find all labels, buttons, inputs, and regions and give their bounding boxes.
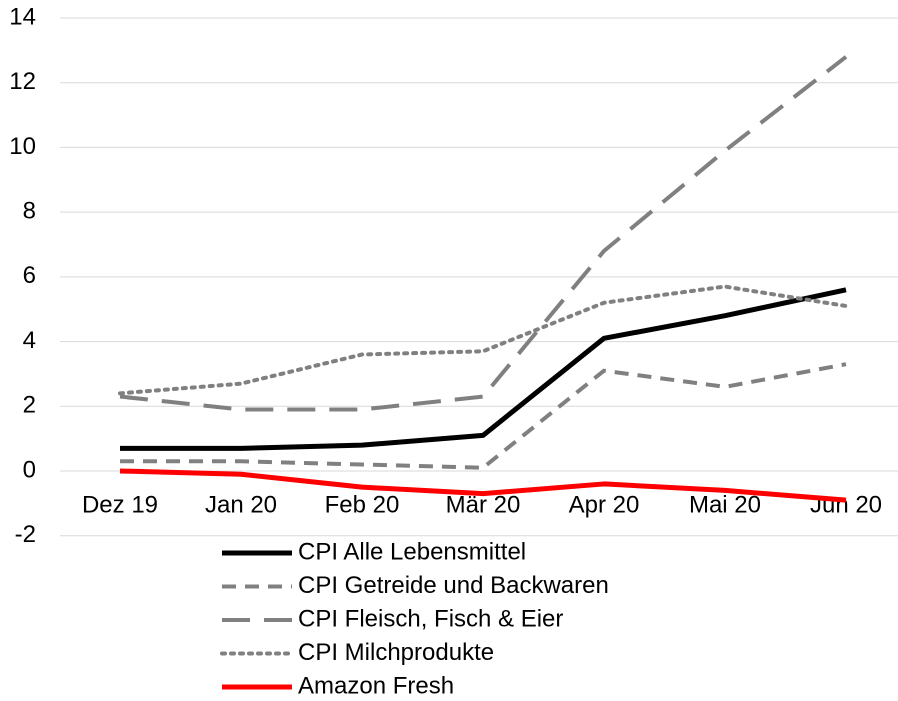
legend-label: CPI Alle Lebensmittel (298, 538, 526, 565)
y-tick-label: 10 (9, 133, 36, 160)
series-line (118, 284, 848, 396)
x-tick-label: Jun 20 (810, 491, 882, 518)
legend-label: CPI Getreide und Backwaren (298, 572, 609, 599)
x-tick-label: Mai 20 (689, 491, 761, 518)
x-tick-label: Apr 20 (569, 491, 640, 518)
series-line (120, 362, 847, 470)
y-tick-label: 4 (23, 327, 36, 354)
x-tick-label: Feb 20 (325, 491, 400, 518)
series-line (120, 287, 847, 451)
y-tick-label: 6 (23, 262, 36, 289)
y-tick-label: 8 (23, 197, 36, 224)
y-tick-label: 14 (9, 3, 36, 30)
legend-label: CPI Milchprodukte (298, 639, 494, 666)
x-tick-label: Dez 19 (82, 491, 158, 518)
series-line (119, 55, 848, 412)
y-tick-label: 2 (23, 392, 36, 419)
series-line (119, 468, 847, 503)
x-tick-label: Jan 20 (205, 491, 277, 518)
y-tick-label: 0 (23, 456, 36, 483)
y-tick-label: -2 (15, 521, 36, 548)
legend-label: Amazon Fresh (298, 672, 454, 699)
legend-label: CPI Fleisch, Fisch & Eier (298, 605, 563, 632)
y-tick-label: 12 (9, 68, 36, 95)
